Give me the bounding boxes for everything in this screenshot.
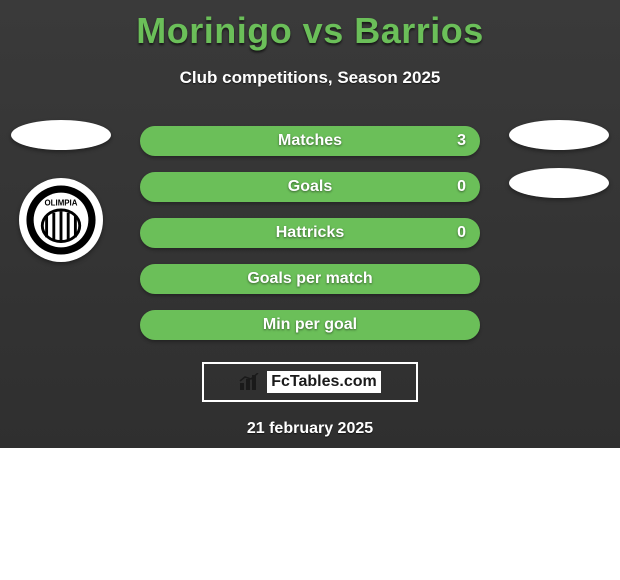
comparison-panel: Morinigo vs Barrios Club competitions, S… (0, 0, 620, 448)
player-right-club-placeholder (509, 168, 609, 198)
stat-bars: Matches 3 Goals 0 Hattricks 0 Goals per … (140, 126, 480, 340)
subtitle: Club competitions, Season 2025 (0, 68, 620, 88)
stat-bar-goals: Goals 0 (140, 172, 480, 202)
stat-bar-matches: Matches 3 (140, 126, 480, 156)
stat-bar-min-per-goal: Min per goal (140, 310, 480, 340)
stat-right-value: 0 (457, 224, 466, 242)
stat-bar-goals-per-match: Goals per match (140, 264, 480, 294)
player-left-column: OLIMPIA (6, 120, 116, 262)
stat-right-value: 3 (457, 132, 466, 150)
page-title: Morinigo vs Barrios (0, 0, 620, 52)
footer-date: 21 february 2025 (0, 420, 620, 438)
content-area: OLIMPIA Matches 3 (0, 126, 620, 438)
player-left-club-logo: OLIMPIA (19, 178, 103, 262)
stat-right-value: 0 (457, 178, 466, 196)
player-left-avatar (11, 120, 111, 150)
stat-label: Matches (278, 132, 342, 150)
svg-text:OLIMPIA: OLIMPIA (45, 199, 78, 208)
stat-bar-hattricks: Hattricks 0 (140, 218, 480, 248)
brand-text: FcTables.com (267, 371, 381, 393)
stat-label: Min per goal (263, 316, 357, 334)
player-right-avatar (509, 120, 609, 150)
olimpia-icon: OLIMPIA (25, 184, 97, 256)
player-right-column (504, 120, 614, 198)
stat-label: Goals (288, 178, 332, 196)
bar-chart-icon (239, 373, 263, 391)
stat-label: Goals per match (247, 270, 372, 288)
brand-badge: FcTables.com (202, 362, 418, 402)
stat-label: Hattricks (276, 224, 344, 242)
